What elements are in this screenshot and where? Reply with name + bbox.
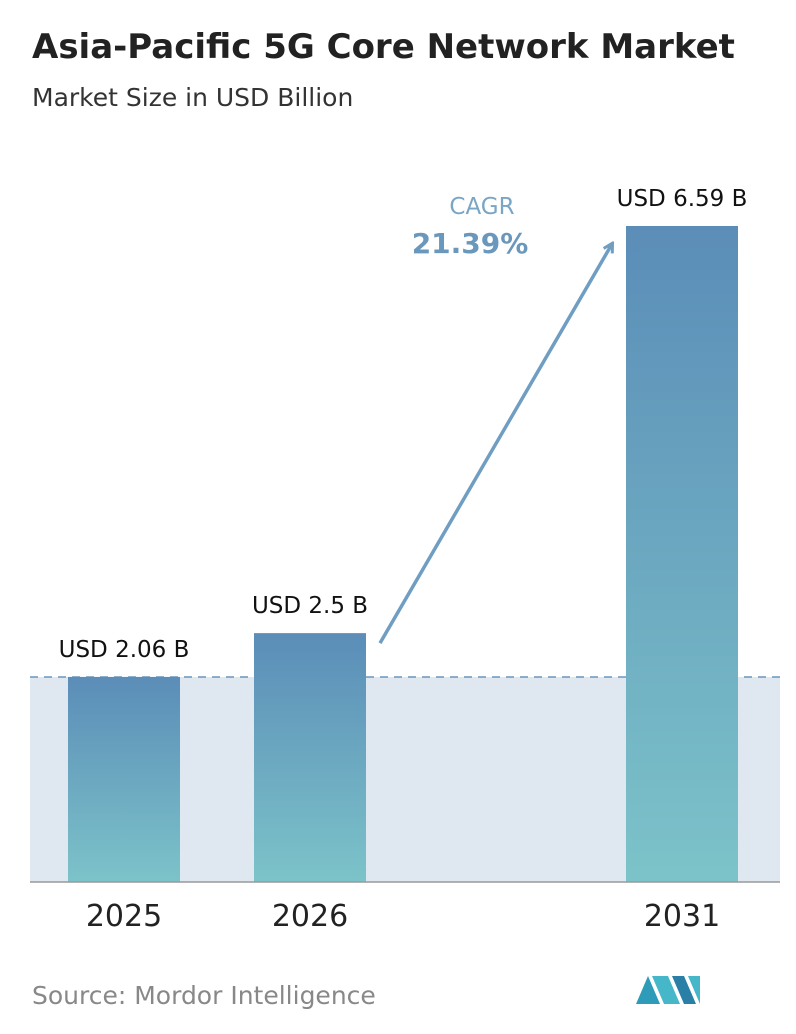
cagr-arrow [378, 244, 612, 645]
x-tick-label: 2026 [272, 899, 348, 934]
chart-title: Asia-Pacific 5G Core Network Market [32, 27, 735, 67]
bar [254, 633, 366, 882]
value-label: USD 2.5 B [252, 593, 368, 619]
value-label: USD 6.59 B [617, 186, 748, 212]
cagr-value: 21.39% [412, 227, 529, 260]
value-label: USD 2.06 B [59, 637, 190, 663]
source: Source: Mordor Intelligence [32, 981, 376, 1010]
logo [636, 976, 700, 1004]
x-tick-label: 2025 [86, 899, 162, 934]
bar [68, 676, 180, 882]
chart-subtitle: Market Size in USD Billion [32, 83, 353, 112]
x-tick-label: 2031 [644, 899, 720, 934]
plot-area: USD 2.06 B 2025 USD 2.5 B 2026 USD 6.59 B 203… [30, 186, 780, 934]
bar [626, 226, 738, 882]
cagr-label: CAGR [449, 194, 514, 220]
